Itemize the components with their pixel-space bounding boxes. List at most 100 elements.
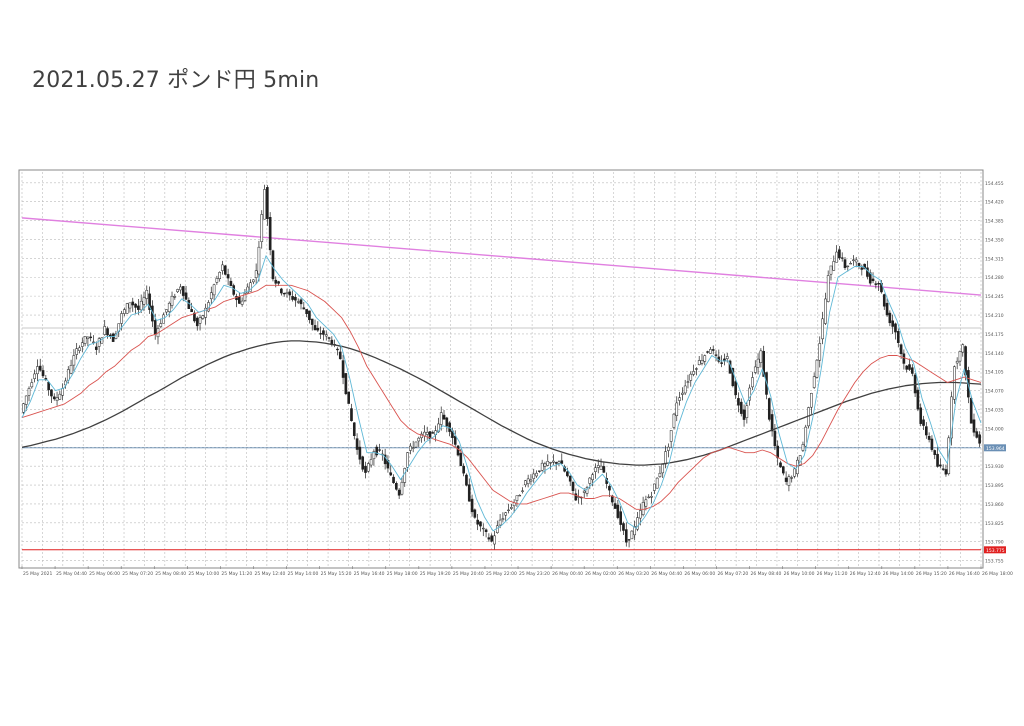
candle-body xyxy=(490,535,494,542)
candle-body xyxy=(260,214,264,242)
candle-body xyxy=(501,518,505,520)
candle-body xyxy=(179,286,182,291)
candle-body xyxy=(776,445,780,459)
candle-body xyxy=(936,453,939,467)
time-tick-label: 25 May 18:00 xyxy=(387,571,418,577)
candle-body xyxy=(484,529,488,532)
candle-body xyxy=(927,436,931,440)
candle-body xyxy=(198,317,202,324)
candle-body xyxy=(229,280,233,286)
candle-body xyxy=(167,302,171,312)
candle-body xyxy=(277,281,280,284)
time-tick-label: 25 May 2021 xyxy=(23,571,52,577)
price-tick-label: 154.420 xyxy=(985,200,1004,206)
candle-body xyxy=(479,521,482,527)
horizontal-levels xyxy=(21,217,982,551)
candle-body xyxy=(810,393,813,408)
candle-body xyxy=(636,517,639,530)
candle-body xyxy=(470,498,474,513)
candle-body xyxy=(804,426,808,447)
candle-body xyxy=(958,351,962,362)
candle-body xyxy=(638,510,642,519)
candle-body xyxy=(891,320,894,327)
candle-body xyxy=(574,493,578,501)
candle-body xyxy=(406,452,409,468)
candle-body xyxy=(773,430,777,447)
candle-body xyxy=(532,473,536,479)
candle-body xyxy=(854,259,858,263)
candle-body xyxy=(624,529,628,543)
candle-body xyxy=(238,296,241,304)
candle-body xyxy=(209,292,213,300)
candle-body xyxy=(445,417,449,427)
candle-body xyxy=(400,481,404,495)
candle-body xyxy=(753,366,757,373)
candle-body xyxy=(675,402,679,416)
candle-body xyxy=(268,217,272,251)
candle-body xyxy=(417,437,421,442)
candle-body xyxy=(546,460,550,466)
candle-body xyxy=(596,465,600,468)
time-tick-label: 26 May 08:40 xyxy=(751,571,782,577)
time-tick-label: 25 May 14:00 xyxy=(288,571,319,577)
candle-body xyxy=(355,438,359,450)
candle-body xyxy=(627,539,631,541)
candle-body xyxy=(69,365,73,374)
candle-body xyxy=(148,293,151,310)
candle-body xyxy=(812,376,816,388)
plot-frame xyxy=(18,169,984,569)
candle-body xyxy=(378,449,381,451)
candle-body xyxy=(190,309,193,312)
candle-body xyxy=(608,485,611,491)
candle-body xyxy=(700,360,704,364)
candle-body xyxy=(582,490,586,493)
candle-body xyxy=(50,389,53,397)
candle-body xyxy=(706,351,709,353)
candle-body xyxy=(770,414,774,432)
price-tick-label: 154.280 xyxy=(985,275,1004,281)
candle-body xyxy=(835,251,838,263)
candle-body xyxy=(437,423,440,433)
candle-body xyxy=(602,466,606,473)
time-tick-label: 26 May 15:20 xyxy=(916,571,947,577)
support-price-label: 153.775 xyxy=(986,548,1005,554)
support-price-tag xyxy=(984,546,1006,554)
candle-body xyxy=(552,460,555,463)
candle-body xyxy=(633,526,637,536)
candle-body xyxy=(111,333,115,342)
price-tick-label: 153.895 xyxy=(985,483,1004,489)
candle-body xyxy=(714,354,718,356)
candle-body xyxy=(397,489,401,496)
time-tick-label: 26 May 00:40 xyxy=(552,571,583,577)
candle-body xyxy=(246,286,250,294)
candle-body xyxy=(622,523,625,531)
candle-body xyxy=(549,462,552,464)
candle-body xyxy=(369,459,373,466)
candle-body xyxy=(142,297,146,305)
candle-body xyxy=(969,398,973,424)
candle-body xyxy=(737,398,740,406)
candle-body xyxy=(128,302,132,309)
candle-body xyxy=(871,278,875,282)
candle-body xyxy=(498,519,502,526)
candle-body xyxy=(92,341,95,343)
time-tick-label: 25 May 16:40 xyxy=(354,571,385,577)
candle-body xyxy=(184,292,188,300)
candle-body xyxy=(75,348,78,355)
candle-body xyxy=(647,496,651,499)
candle-body xyxy=(751,377,754,388)
candle-body xyxy=(630,530,634,540)
candle-body xyxy=(902,353,906,364)
candle-body xyxy=(137,305,140,310)
candle-body xyxy=(866,267,869,277)
candle-body xyxy=(223,265,227,275)
candle-body xyxy=(905,365,909,370)
candle-body xyxy=(599,465,603,470)
time-tick-label: 25 May 22:00 xyxy=(486,571,517,577)
candle-body xyxy=(324,334,328,337)
candle-body xyxy=(285,292,289,295)
candle-body xyxy=(80,342,84,347)
candle-body xyxy=(38,365,42,371)
candle-body xyxy=(97,338,101,347)
